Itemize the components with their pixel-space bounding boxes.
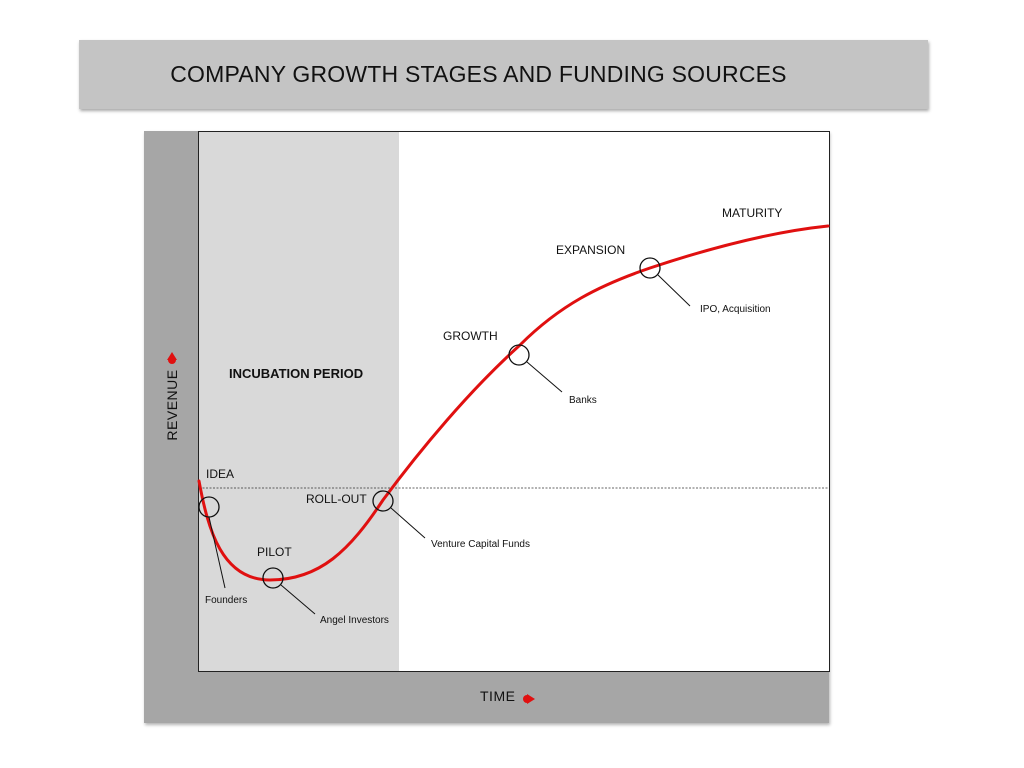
expansion-marker: [639, 257, 661, 279]
growth-curve: [197, 224, 830, 582]
pilot-leader-line: [280, 584, 316, 615]
funding-label-banks: Banks: [569, 395, 597, 406]
expansion-leader-line: [657, 274, 691, 307]
revenue-arrow-icon: [167, 352, 177, 364]
time-arrow-icon: [523, 694, 535, 704]
funding-label-venture-capital: Venture Capital Funds: [431, 539, 530, 550]
stage-label-rollout: ROLL-OUT: [306, 492, 367, 506]
stage-label-growth: GROWTH: [443, 329, 498, 343]
idea-marker: [198, 496, 220, 518]
y-axis-label: REVENUE: [164, 369, 180, 441]
stage-label-expansion: EXPANSION: [556, 243, 626, 257]
x-axis-label: TIME: [480, 688, 516, 704]
growth-leader-line: [526, 361, 563, 393]
page-title: COMPANY GROWTH STAGES AND FUNDING SOURCE…: [170, 61, 787, 87]
funding-label-angel-investors: Angel Investors: [320, 615, 389, 626]
funding-label-ipo: IPO, Acquisition: [700, 304, 771, 315]
stage-label-pilot: PILOT: [257, 545, 292, 559]
rollout-marker: [372, 490, 394, 512]
pilot-marker: [262, 567, 284, 589]
title-bar: COMPANY GROWTH STAGES AND FUNDING SOURCE…: [79, 40, 928, 109]
growth-marker: [508, 344, 530, 366]
stage-label-maturity: MATURITY: [722, 206, 783, 220]
funding-label-founders: Founders: [205, 595, 248, 606]
incubation-region: [199, 132, 399, 671]
idea-leader-line: [208, 516, 226, 589]
incubation-label: INCUBATION PERIOD: [229, 366, 364, 381]
stage-label-idea: IDEA: [206, 467, 235, 481]
rollout-leader-line: [390, 507, 426, 539]
